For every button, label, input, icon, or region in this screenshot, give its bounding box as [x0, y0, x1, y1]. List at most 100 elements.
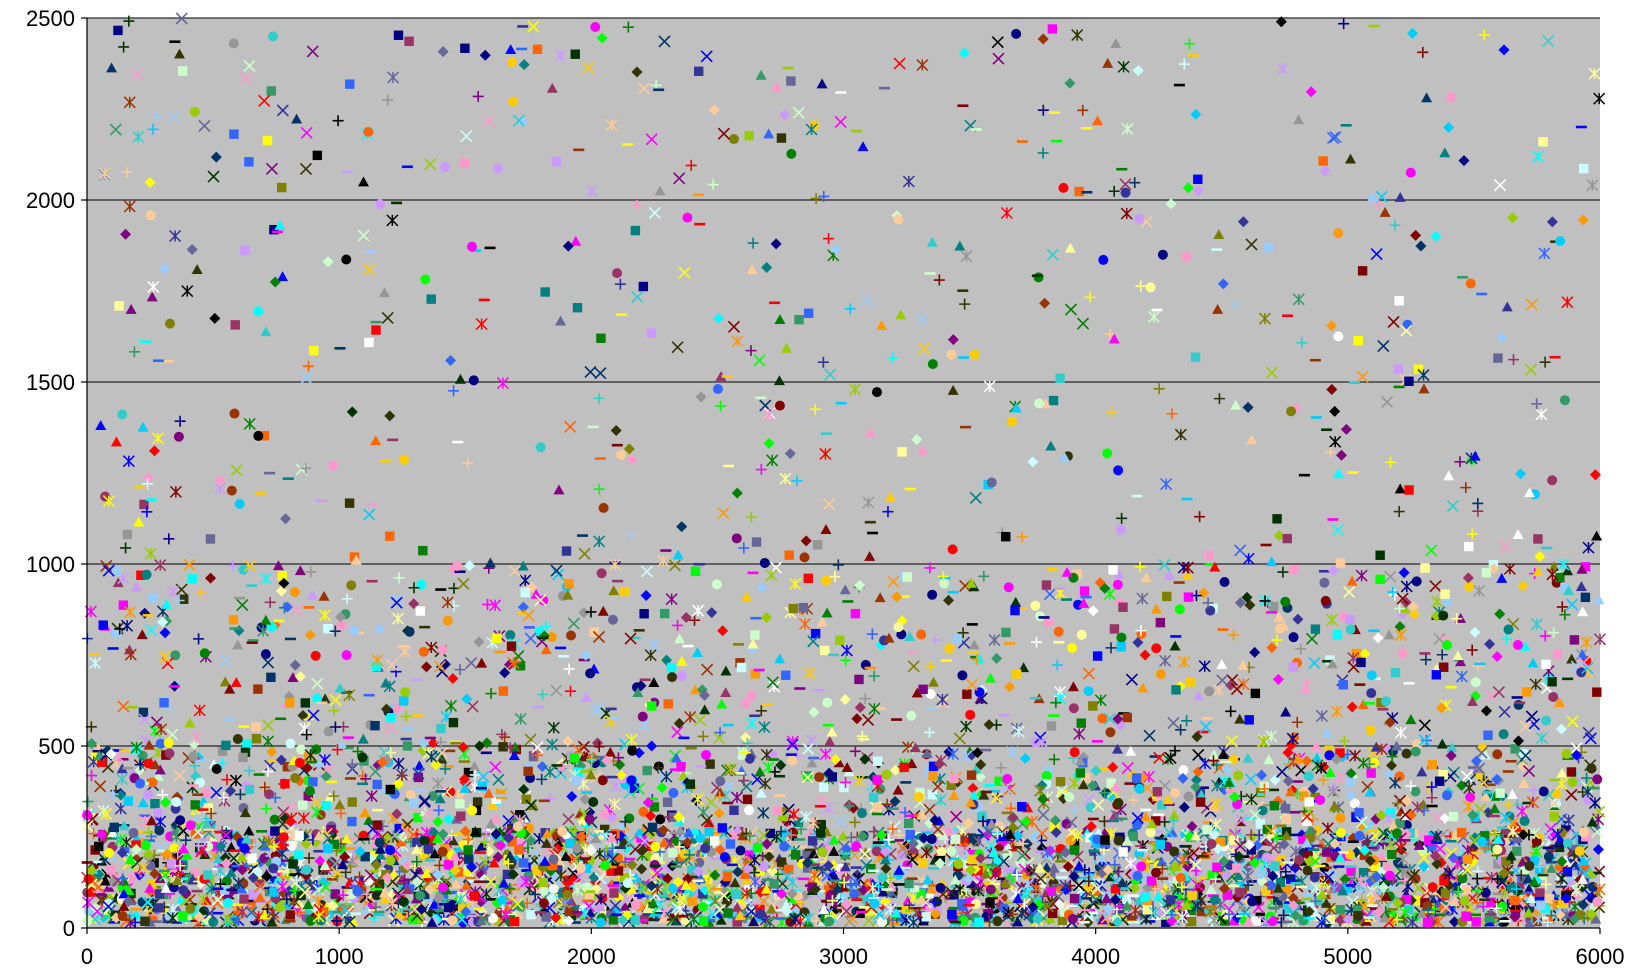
data-point-3129 — [231, 903, 243, 906]
data-point-1294 — [1457, 856, 1467, 866]
data-point-2059 — [1363, 702, 1375, 705]
data-point-698 — [452, 440, 464, 444]
data-point-229 — [1532, 150, 1545, 163]
data-point-2466 — [1335, 812, 1346, 823]
data-point-4507 — [902, 572, 912, 582]
data-point-221 — [1064, 242, 1076, 253]
data-point-3231 — [1272, 514, 1282, 524]
data-point-1287 — [1344, 153, 1356, 164]
data-point-4367 — [1495, 788, 1505, 798]
data-point-4324 — [1157, 249, 1168, 260]
data-point-1161 — [1045, 440, 1057, 451]
data-point-3274 — [323, 726, 334, 737]
data-point-3387 — [774, 400, 785, 411]
data-point-3848 — [1181, 497, 1193, 501]
data-point-137 — [121, 166, 133, 178]
data-point-4059 — [571, 775, 582, 785]
data-point-1123 — [631, 290, 644, 304]
data-point-1253 — [560, 850, 572, 861]
data-point-891 — [357, 176, 369, 187]
data-point-1337 — [308, 777, 318, 787]
data-point-4694 — [928, 867, 940, 870]
data-point-2093 — [126, 705, 138, 709]
data-point-3612 — [1321, 428, 1333, 432]
data-point-3925 — [1266, 611, 1278, 614]
data-point-523 — [106, 62, 118, 73]
data-point-4708 — [387, 438, 399, 442]
data-point-1335 — [798, 617, 811, 631]
data-point-1100 — [477, 781, 487, 792]
data-point-2344 — [514, 845, 524, 855]
data-point-3454 — [731, 533, 742, 544]
data-point-4676 — [1232, 863, 1242, 873]
data-point-379 — [578, 607, 590, 619]
data-point-3220 — [321, 800, 331, 811]
data-point-4654 — [548, 883, 559, 894]
data-point-190 — [399, 454, 410, 465]
data-point-766 — [161, 657, 174, 670]
data-point-2796 — [561, 546, 572, 556]
data-point-311 — [624, 857, 636, 861]
data-point-2834 — [877, 916, 888, 927]
data-point-4207 — [868, 792, 879, 803]
data-point-4845 — [177, 66, 188, 76]
data-point-4951 — [717, 823, 728, 833]
data-point-1015 — [558, 655, 570, 658]
data-point-4485 — [660, 549, 672, 552]
data-point-1262 — [640, 590, 652, 602]
data-point-3817 — [616, 449, 627, 460]
data-point-2226 — [596, 568, 607, 579]
data-point-2152 — [1173, 83, 1185, 87]
data-point-2106 — [1173, 581, 1185, 584]
data-point-4409 — [1294, 855, 1305, 866]
data-point-508 — [175, 893, 187, 904]
data-point-1240 — [201, 788, 212, 799]
data-point-310 — [253, 684, 263, 694]
data-point-785 — [800, 535, 812, 547]
data-point-781 — [612, 268, 623, 279]
data-point-4770 — [1011, 28, 1022, 39]
data-point-686 — [504, 659, 516, 671]
data-point-4935 — [1522, 891, 1534, 895]
data-point-578 — [1060, 869, 1072, 872]
data-point-2319 — [1145, 827, 1156, 838]
data-point-1297 — [1577, 214, 1589, 226]
data-point-3721 — [1134, 783, 1145, 794]
data-point-4534 — [1204, 550, 1214, 561]
data-point-16 — [819, 447, 832, 460]
data-point-4678 — [1183, 791, 1194, 802]
data-point-260 — [1494, 608, 1506, 620]
data-point-4890 — [1340, 124, 1352, 127]
data-point-1924 — [232, 733, 243, 744]
data-point-559 — [1041, 770, 1052, 781]
data-point-1148 — [1492, 686, 1505, 699]
data-point-1069 — [509, 741, 521, 752]
data-point-534 — [334, 682, 346, 693]
data-point-1603 — [478, 298, 490, 302]
data-point-54 — [1027, 456, 1039, 468]
data-point-916 — [840, 871, 852, 883]
data-point-1775 — [370, 720, 380, 731]
data-point-181 — [1265, 730, 1278, 743]
data-point-2643 — [1080, 595, 1092, 599]
data-point-4755 — [267, 31, 278, 42]
data-point-882 — [917, 444, 929, 455]
data-point-500 — [217, 746, 228, 756]
data-point-2515 — [366, 579, 378, 583]
data-point-1037 — [122, 529, 133, 540]
data-point-479 — [1124, 857, 1137, 870]
data-point-745 — [747, 571, 759, 575]
data-point-3999 — [152, 359, 164, 363]
data-point-2461 — [1521, 687, 1532, 697]
data-point-278 — [1233, 770, 1244, 781]
data-point-3360 — [587, 425, 599, 429]
data-point-1126 — [147, 777, 158, 788]
data-point-2025 — [1076, 718, 1086, 728]
data-point-1944 — [704, 826, 715, 837]
data-point-652 — [448, 582, 460, 594]
data-point-3218 — [228, 615, 239, 625]
data-point-2393 — [363, 693, 375, 697]
data-point-2880 — [424, 859, 436, 862]
data-point-325 — [992, 52, 1005, 65]
data-point-2960 — [379, 459, 391, 463]
